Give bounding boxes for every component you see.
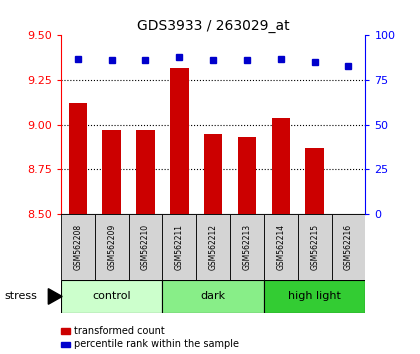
Text: GSM562211: GSM562211 <box>175 224 184 270</box>
Bar <box>95 214 129 280</box>
Bar <box>163 280 264 313</box>
Text: GSM562209: GSM562209 <box>107 224 116 270</box>
Bar <box>102 130 121 214</box>
Text: high light: high light <box>288 291 341 302</box>
Text: percentile rank within the sample: percentile rank within the sample <box>74 339 239 349</box>
Bar <box>305 148 324 214</box>
Bar <box>196 214 230 280</box>
Text: GSM562212: GSM562212 <box>209 224 218 270</box>
Text: control: control <box>92 291 131 302</box>
Bar <box>298 214 331 280</box>
Bar <box>230 214 264 280</box>
Bar <box>264 280 365 313</box>
Bar <box>163 214 196 280</box>
Bar <box>331 214 365 280</box>
Text: GSM562215: GSM562215 <box>310 224 319 270</box>
Bar <box>136 130 155 214</box>
Title: GDS3933 / 263029_at: GDS3933 / 263029_at <box>137 19 289 33</box>
Bar <box>204 134 223 214</box>
Text: dark: dark <box>201 291 226 302</box>
Text: GSM562208: GSM562208 <box>74 224 82 270</box>
Text: stress: stress <box>4 291 37 302</box>
Bar <box>61 214 95 280</box>
Text: transformed count: transformed count <box>74 326 164 336</box>
Text: GSM562214: GSM562214 <box>276 224 285 270</box>
Polygon shape <box>48 289 62 304</box>
Text: GSM562216: GSM562216 <box>344 224 353 270</box>
Text: GSM562210: GSM562210 <box>141 224 150 270</box>
Text: GSM562213: GSM562213 <box>242 224 252 270</box>
Bar <box>129 214 163 280</box>
Bar <box>170 68 189 214</box>
Bar <box>264 214 298 280</box>
Bar <box>68 103 87 214</box>
Bar <box>61 280 163 313</box>
Bar <box>238 137 256 214</box>
Bar <box>271 118 290 214</box>
